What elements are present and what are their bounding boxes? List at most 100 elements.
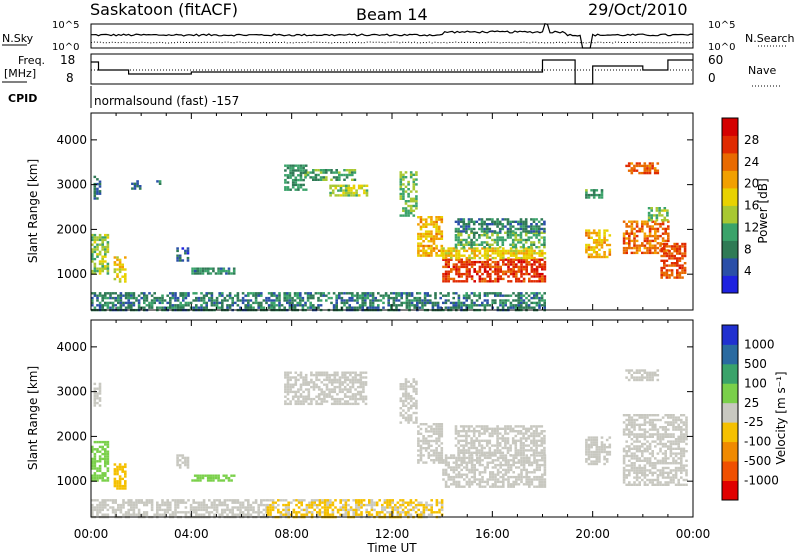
velocity-echo-cell xyxy=(132,508,136,512)
velocity-echo-cell xyxy=(470,437,473,440)
power-echo-cell xyxy=(109,292,112,295)
velocity-echo-cell xyxy=(470,425,473,428)
power-echo-cell xyxy=(442,275,445,278)
power-echo-cell xyxy=(480,227,484,231)
velocity-echo-cell xyxy=(661,469,665,472)
velocity-echo-cell xyxy=(496,442,499,445)
power-echo-cell xyxy=(507,299,510,302)
power-echo-cell xyxy=(93,267,97,270)
power-echo-cell xyxy=(470,246,473,249)
power-echo-cell xyxy=(179,292,182,295)
velocity-echo-cell xyxy=(460,459,463,462)
power-echo-cell xyxy=(421,304,424,307)
velocity-echo-cell xyxy=(664,462,667,465)
velocity-echo-cell xyxy=(187,511,190,514)
power-echo-cell xyxy=(635,222,639,226)
velocity-echo-cell xyxy=(630,464,634,467)
power-echo-cell xyxy=(124,296,128,300)
velocity-echo-cell xyxy=(659,450,662,453)
power-echo-cell xyxy=(407,180,410,184)
velocity-echo-cell xyxy=(646,459,649,462)
power-echo-cell xyxy=(543,241,546,244)
power-echo-cell xyxy=(643,169,647,172)
velocity-echo-cell xyxy=(98,404,102,407)
power-echo-cell xyxy=(491,280,495,283)
velocity-echo-cell xyxy=(635,457,639,460)
velocity-echo-cell xyxy=(598,446,601,449)
velocity-echo-cell xyxy=(664,442,667,446)
velocity-echo-cell xyxy=(349,390,352,394)
velocity-echo-cell xyxy=(585,458,588,461)
velocity-echo-cell xyxy=(346,400,350,403)
velocity-echo-cell xyxy=(653,374,657,377)
velocity-echo-cell xyxy=(509,483,513,486)
power-echo-cell xyxy=(306,299,310,302)
velocity-echo-cell xyxy=(257,506,260,509)
velocity-echo-cell xyxy=(442,459,445,462)
velocity-echo-cell xyxy=(315,373,318,377)
power-echo-cell xyxy=(530,243,533,246)
velocity-echo-cell xyxy=(465,451,468,454)
velocity-echo-cell xyxy=(91,464,94,468)
power-echo-cell xyxy=(447,299,450,302)
velocity-echo-cell xyxy=(174,503,177,507)
velocity-echo-cell xyxy=(530,480,534,484)
power-echo-cell xyxy=(496,234,499,237)
power-echo-cell xyxy=(654,244,657,247)
velocity-echo-cell xyxy=(530,442,533,445)
velocity-echo-cell xyxy=(651,428,654,431)
power-echo-cell xyxy=(488,304,492,307)
power-echo-cell xyxy=(622,237,626,240)
power-echo-cell xyxy=(212,269,215,273)
velocity-echo-cell xyxy=(633,471,636,474)
power-echo-cell xyxy=(329,194,332,197)
velocity-echo-cell xyxy=(470,451,473,454)
power-echo-cell xyxy=(527,304,531,307)
power-echo-cell xyxy=(415,197,418,200)
power-echo-cell xyxy=(356,294,359,297)
power-echo-cell xyxy=(288,296,292,300)
velocity-echo-cell xyxy=(223,499,227,502)
power-echo-cell xyxy=(494,270,497,273)
velocity-echo-cell xyxy=(291,395,295,398)
velocity-echo-cell xyxy=(252,501,255,504)
velocity-echo-cell xyxy=(91,499,94,502)
velocity-echo-cell xyxy=(659,483,662,486)
power-echo-cell xyxy=(517,280,521,283)
power-echo-cell xyxy=(113,261,117,264)
power-echo-cell xyxy=(297,186,300,189)
velocity-echo-cell xyxy=(517,483,521,486)
power-echo-cell xyxy=(517,227,520,231)
power-echo-cell xyxy=(598,234,601,237)
velocity-echo-cell xyxy=(669,440,673,443)
velocity-echo-cell xyxy=(452,461,456,464)
power-echo-cell xyxy=(312,176,315,179)
velocity-echo-cell xyxy=(422,439,425,443)
power-echo-cell xyxy=(494,249,497,253)
velocity-echo-cell xyxy=(455,473,458,476)
velocity-echo-cell xyxy=(111,499,115,502)
velocity-echo-cell xyxy=(432,432,436,435)
power-echo-cell xyxy=(454,230,458,233)
power-echo-cell xyxy=(643,237,647,240)
power-echo-cell xyxy=(595,241,599,244)
power-echo-cell xyxy=(106,306,110,309)
velocity-echo-cell xyxy=(493,427,497,430)
velocity-echo-cell xyxy=(473,473,476,476)
velocity-echo-cell xyxy=(630,462,634,465)
velocity-echo-cell xyxy=(622,428,626,431)
velocity-echo-cell xyxy=(184,513,188,516)
velocity-echo-cell xyxy=(444,463,448,467)
velocity-echo-cell xyxy=(528,483,531,486)
power-echo-cell xyxy=(415,195,418,198)
power-echo-cell xyxy=(525,270,528,273)
power-echo-cell xyxy=(514,236,518,239)
power-echo-cell xyxy=(496,272,500,276)
velocity-echo-cell xyxy=(302,376,305,379)
power-echo-cell xyxy=(496,243,499,246)
velocity-echo-cell xyxy=(502,480,505,484)
velocity-echo-cell xyxy=(98,389,102,393)
power-echo-cell xyxy=(113,263,117,266)
power-echo-cell xyxy=(322,294,325,297)
power-echo-cell xyxy=(357,187,361,190)
